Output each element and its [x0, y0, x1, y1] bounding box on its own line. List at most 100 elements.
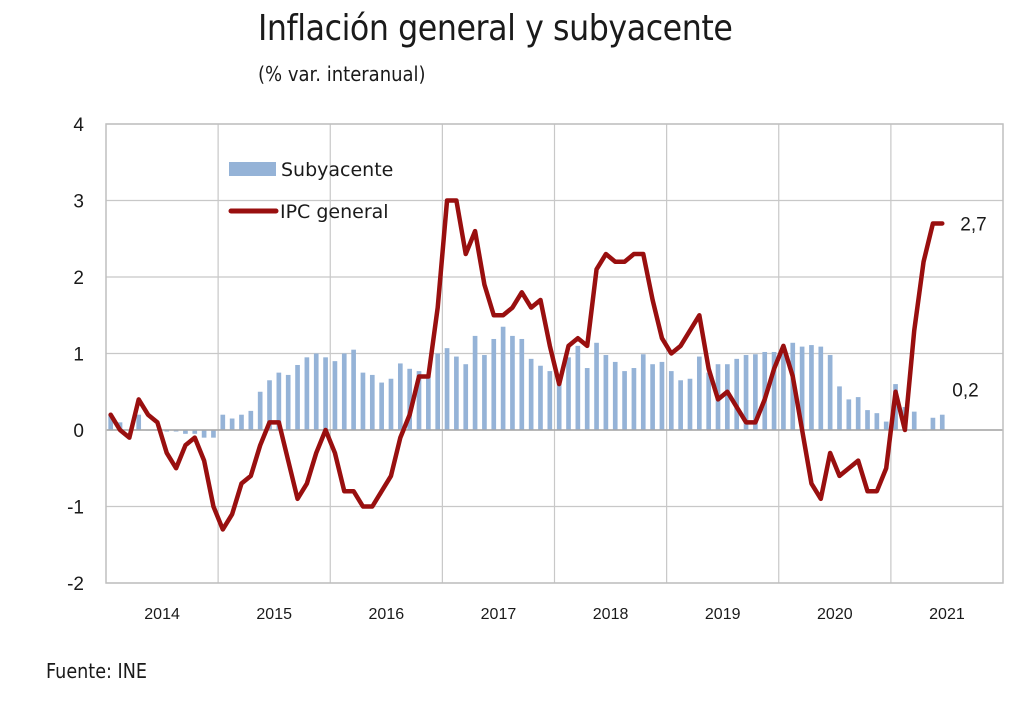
bar-subyacente	[267, 380, 272, 430]
bar-subyacente	[136, 414, 142, 430]
bar-subyacente	[659, 361, 665, 430]
bar-subyacente	[566, 357, 571, 430]
y-tick-label: 3	[73, 192, 84, 213]
bar-subyacente	[640, 354, 646, 430]
bar-subyacente	[444, 348, 450, 430]
bar-subyacente	[211, 430, 216, 438]
bar-subyacente	[426, 376, 431, 430]
bar-subyacente	[818, 346, 824, 430]
legend-label-subyacente: Subyacente	[281, 159, 393, 181]
bar-subyacente	[837, 386, 842, 430]
x-tick-label: 2020	[817, 606, 853, 623]
bar-subyacente	[164, 430, 170, 432]
bar-subyacente	[678, 380, 683, 430]
bar-subyacente	[883, 421, 889, 430]
chart-title: Inflación general y subyacente	[258, 8, 733, 49]
x-tick-label: 2021	[929, 606, 965, 623]
bar-subyacente	[201, 430, 207, 438]
x-tick-label: 2017	[481, 606, 517, 623]
y-tick-label: 2	[73, 268, 84, 289]
bar-subyacente	[668, 371, 674, 430]
bar-subyacente	[360, 372, 366, 431]
bar-subyacente	[500, 326, 506, 430]
bar-subyacente	[454, 356, 459, 430]
bar-subyacente	[313, 353, 319, 430]
bar-subyacente	[519, 338, 525, 430]
bar-subyacente	[220, 414, 226, 430]
bar-subyacente	[846, 399, 852, 430]
bar-subyacente	[332, 361, 338, 430]
bar-subyacente	[650, 364, 655, 430]
bar-subyacente	[323, 357, 328, 430]
bar-subyacente	[911, 411, 917, 430]
bar-subyacente	[257, 391, 263, 430]
source-note: Fuente: INE	[46, 659, 148, 683]
plot-frame	[105, 123, 1004, 584]
bar-subyacente	[229, 418, 235, 430]
data-label-ipc-last: 2,7	[960, 214, 986, 235]
bar-subyacente	[771, 351, 777, 430]
x-tick-label: 2019	[705, 606, 741, 623]
legend: Subyacente IPC general	[228, 159, 393, 223]
bar-subyacente	[416, 371, 422, 430]
bar-subyacente	[295, 364, 300, 430]
bar-subyacente	[538, 365, 543, 430]
bar-subyacente	[855, 397, 861, 430]
x-tick-label: 2018	[593, 606, 629, 623]
bar-subyacente	[939, 414, 945, 430]
bar-subyacente	[108, 414, 114, 430]
bar-subyacente	[341, 353, 347, 430]
bar-subyacente	[407, 368, 413, 430]
bar-subyacente	[556, 376, 562, 430]
bar-subyacente	[809, 345, 814, 430]
bar-subyacente	[276, 372, 282, 431]
bar-subyacente	[510, 335, 515, 430]
bar-subyacente	[930, 417, 936, 430]
bar-subyacente	[173, 430, 179, 432]
y-tick-label: -2	[67, 574, 84, 595]
bar-subyacente	[388, 378, 394, 430]
bar-subyacente	[463, 364, 469, 430]
bar-subyacente	[781, 349, 786, 430]
bar-subyacente	[482, 355, 487, 430]
bar-subyacente	[248, 410, 254, 431]
bar-subyacente	[397, 363, 403, 430]
x-tick-label: 2015	[256, 606, 292, 623]
bar-subyacente	[799, 346, 805, 430]
bar-subyacente	[827, 355, 833, 430]
bar-subyacente	[547, 371, 553, 430]
bar-subyacente	[874, 413, 880, 430]
bar-subyacente	[743, 355, 749, 430]
bar-subyacente	[304, 357, 310, 430]
x-tick-label: 2014	[144, 606, 180, 623]
bar-subyacente	[369, 374, 375, 430]
bar-subyacente	[622, 371, 627, 430]
bar-subyacente	[239, 414, 244, 430]
bar-subyacente	[706, 372, 712, 431]
legend-label-ipc-general: IPC general	[280, 201, 389, 223]
bar-subyacente	[575, 345, 581, 430]
bar-subyacente	[603, 355, 609, 430]
bar-subyacente	[285, 374, 291, 430]
y-tick-label: -1	[67, 498, 84, 519]
bar-subyacente	[491, 338, 497, 430]
gridlines	[106, 123, 1003, 584]
bar-subyacente	[183, 430, 188, 434]
line-series-ipc-general	[108, 198, 945, 532]
x-axis-ticks: 2014 2015 2016 2017 2018 2019 2020 2021	[144, 606, 965, 623]
bar-subyacente	[631, 368, 637, 430]
bar-subyacente	[725, 364, 730, 430]
y-axis-ticks: -2 -1 0 1 2 3 4	[67, 115, 84, 595]
y-tick-label: 4	[73, 115, 84, 136]
chart-subtitle: (% var. interanual)	[258, 62, 426, 86]
bar-subyacente	[351, 349, 356, 430]
bar-subyacente	[584, 368, 590, 430]
bar-subyacente	[472, 335, 478, 430]
legend-swatch-subyacente	[229, 162, 276, 176]
bar-series-subyacente	[108, 326, 945, 438]
y-tick-label: 0	[73, 421, 84, 442]
bar-subyacente	[379, 382, 384, 430]
x-tick-label: 2016	[369, 606, 405, 623]
bar-subyacente	[192, 430, 198, 434]
